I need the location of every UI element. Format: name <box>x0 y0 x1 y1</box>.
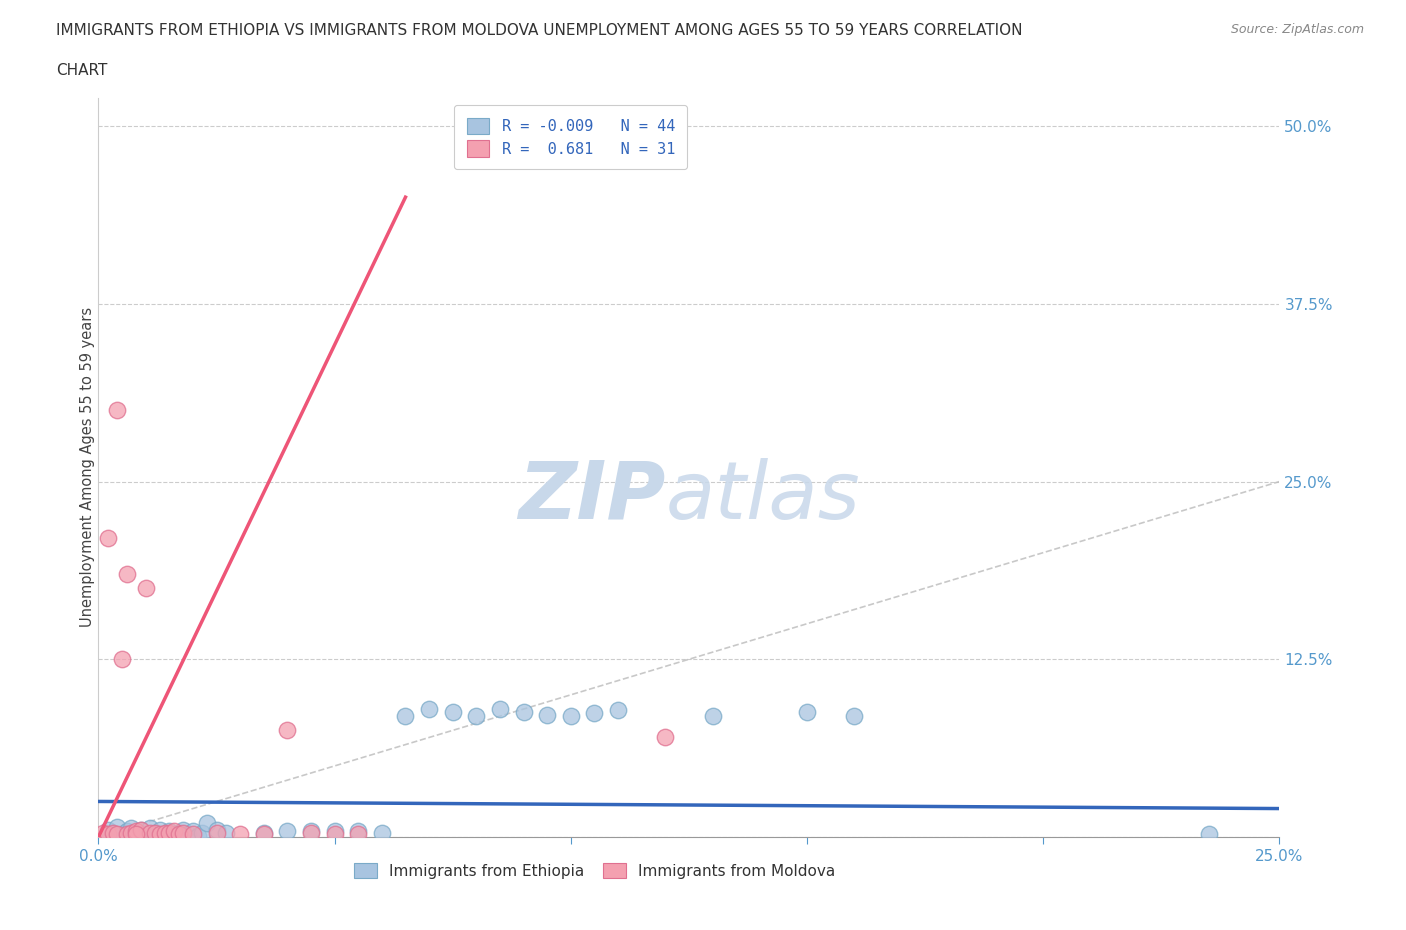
Point <box>253 825 276 840</box>
Point <box>149 827 172 842</box>
Text: IMMIGRANTS FROM ETHIOPIA VS IMMIGRANTS FROM MOLDOVA UNEMPLOYMENT AMONG AGES 55 T: IMMIGRANTS FROM ETHIOPIA VS IMMIGRANTS F… <box>56 23 1022 38</box>
Point <box>167 827 190 842</box>
Point <box>135 827 157 842</box>
Point <box>163 828 186 843</box>
Point <box>191 825 214 840</box>
Point <box>583 706 606 721</box>
Point <box>276 824 298 839</box>
Point <box>139 821 162 836</box>
Point <box>163 824 186 839</box>
Point <box>105 403 128 418</box>
Point <box>607 703 630 718</box>
Point <box>323 824 346 839</box>
Point <box>115 566 138 581</box>
Point <box>129 822 152 837</box>
Point <box>105 827 128 842</box>
Point <box>253 827 276 842</box>
Point <box>323 827 346 842</box>
Point <box>299 824 322 839</box>
Point <box>105 819 128 834</box>
Point <box>441 704 464 719</box>
Point <box>465 709 488 724</box>
Point <box>560 709 582 724</box>
Point <box>177 827 200 842</box>
Point <box>157 824 180 839</box>
Point <box>796 704 818 719</box>
Point <box>1198 827 1220 842</box>
Point <box>187 828 209 843</box>
Point <box>91 825 114 840</box>
Point <box>143 825 166 840</box>
Point <box>394 709 416 724</box>
Point <box>205 822 228 837</box>
Point <box>121 825 143 840</box>
Point <box>489 701 512 716</box>
Text: ZIP: ZIP <box>517 458 665 536</box>
Point <box>195 816 218 830</box>
Point <box>149 822 172 837</box>
Point <box>299 825 322 840</box>
Point <box>172 825 194 840</box>
Point <box>125 827 148 842</box>
Text: atlas: atlas <box>665 458 860 536</box>
Point <box>139 825 162 840</box>
Legend: Immigrants from Ethiopia, Immigrants from Moldova: Immigrants from Ethiopia, Immigrants fro… <box>347 857 841 884</box>
Point <box>536 708 558 723</box>
Text: Source: ZipAtlas.com: Source: ZipAtlas.com <box>1230 23 1364 36</box>
Text: CHART: CHART <box>56 63 108 78</box>
Point <box>153 825 176 840</box>
Point <box>172 822 194 837</box>
Y-axis label: Unemployment Among Ages 55 to 59 years: Unemployment Among Ages 55 to 59 years <box>80 307 94 628</box>
Point <box>157 825 180 840</box>
Point <box>276 723 298 737</box>
Point <box>229 827 252 842</box>
Point <box>115 827 138 842</box>
Point <box>121 821 143 836</box>
Point <box>181 824 204 839</box>
Point <box>97 827 120 842</box>
Point <box>844 709 866 724</box>
Point <box>101 825 124 840</box>
Point <box>115 824 138 839</box>
Point <box>101 825 124 840</box>
Point <box>371 825 394 840</box>
Point <box>125 825 148 840</box>
Point <box>418 701 440 716</box>
Point <box>125 824 148 839</box>
Point <box>135 580 157 595</box>
Point <box>654 730 676 745</box>
Point <box>97 531 120 546</box>
Point <box>512 704 534 719</box>
Point <box>97 822 120 837</box>
Point <box>215 825 238 840</box>
Point <box>111 652 134 667</box>
Point <box>181 827 204 842</box>
Point <box>347 824 370 839</box>
Point <box>167 825 190 840</box>
Point <box>143 825 166 840</box>
Point <box>153 827 176 842</box>
Point <box>702 709 724 724</box>
Point <box>347 827 370 842</box>
Point <box>111 827 134 842</box>
Point <box>205 825 228 840</box>
Point <box>129 822 152 837</box>
